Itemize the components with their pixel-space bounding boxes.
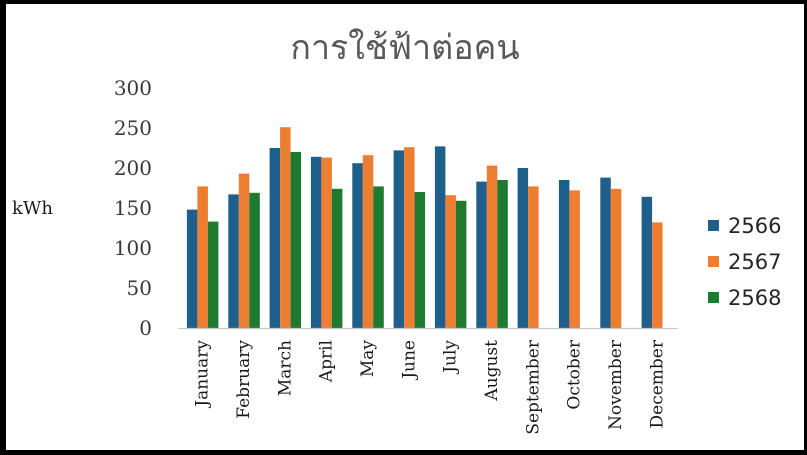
bar-2567-september <box>528 186 539 328</box>
bar-2567-april <box>321 157 332 328</box>
legend-label-2566: 2566 <box>728 214 781 238</box>
bar-2568-august <box>497 180 508 328</box>
bar-2567-march <box>280 127 291 328</box>
bar-2568-june <box>414 192 426 328</box>
chart-title: การใช้ฟ้าต่อคน <box>290 28 520 68</box>
bar-2567-february <box>238 173 250 328</box>
bar-2567-october <box>569 190 580 328</box>
bar-2567-may <box>362 155 374 328</box>
y-tick-label: 0 <box>139 316 152 340</box>
bars <box>186 127 663 328</box>
x-tick-label-september: September <box>523 339 543 435</box>
legend-swatch-2566 <box>708 220 719 231</box>
x-tick-label-november: November <box>606 339 626 430</box>
chart-panel: การใช้ฟ้าต่อคน 0 50 100 150 200 250 300 kWh Ja… <box>6 4 804 450</box>
bar-2566-january <box>186 209 198 328</box>
bar-2566-february <box>228 194 239 328</box>
bar-chart: 0 50 100 150 200 250 300 kWh January February Ma… <box>12 76 781 435</box>
legend: 2566 2567 2568 <box>708 214 781 310</box>
bar-2568-february <box>249 192 260 328</box>
bar-2567-august <box>486 165 498 328</box>
x-tick-label-october: October <box>565 339 585 409</box>
legend-swatch-2568 <box>708 292 719 303</box>
bar-2568-april <box>331 188 343 328</box>
bar-2568-july <box>455 200 467 328</box>
x-tick-label-december: December <box>647 339 667 428</box>
y-axis-label: kWh <box>12 198 53 219</box>
x-tick-label-august: August <box>482 340 502 402</box>
x-tick-label-july: July <box>441 340 461 375</box>
x-tick-label-february: February <box>234 340 254 419</box>
legend-label-2567: 2567 <box>728 250 781 274</box>
bar-2568-may <box>373 186 384 328</box>
x-tick-label-may: May <box>358 340 378 378</box>
x-tick-label-march: March <box>275 340 295 396</box>
bar-2567-january <box>197 186 208 328</box>
x-tick-label-april: April <box>317 340 337 383</box>
y-axis-ticks: 0 50 100 150 200 250 300 <box>114 76 152 340</box>
bar-2566-july <box>434 146 446 328</box>
legend-label-2568: 2568 <box>728 286 781 310</box>
y-tick-label: 200 <box>114 156 152 180</box>
bar-2566-november <box>600 177 611 328</box>
bar-2566-october <box>558 180 570 328</box>
bar-2566-march <box>269 148 281 328</box>
x-tick-label-january: January <box>193 340 213 409</box>
bar-2568-march <box>290 152 302 328</box>
y-tick-label: 250 <box>114 116 152 140</box>
x-axis-labels: January February March April May June July Augu… <box>193 339 668 435</box>
x-tick-label-june: June <box>399 340 419 381</box>
y-tick-label: 100 <box>114 236 152 260</box>
bar-2567-june <box>404 147 415 328</box>
bar-2566-september <box>517 168 529 328</box>
bar-2566-june <box>393 150 405 328</box>
bar-2567-july <box>445 195 456 328</box>
bar-2566-april <box>310 156 322 328</box>
legend-swatch-2567 <box>708 256 719 267</box>
bar-2566-may <box>352 163 363 328</box>
y-tick-label: 50 <box>127 276 152 300</box>
bar-2566-december <box>641 196 653 328</box>
bar-2568-january <box>207 221 219 328</box>
y-tick-label: 150 <box>114 196 152 220</box>
y-tick-label: 300 <box>114 76 152 100</box>
bar-2566-august <box>476 181 487 328</box>
bar-2567-december <box>652 222 663 328</box>
bar-2567-november <box>610 188 622 328</box>
